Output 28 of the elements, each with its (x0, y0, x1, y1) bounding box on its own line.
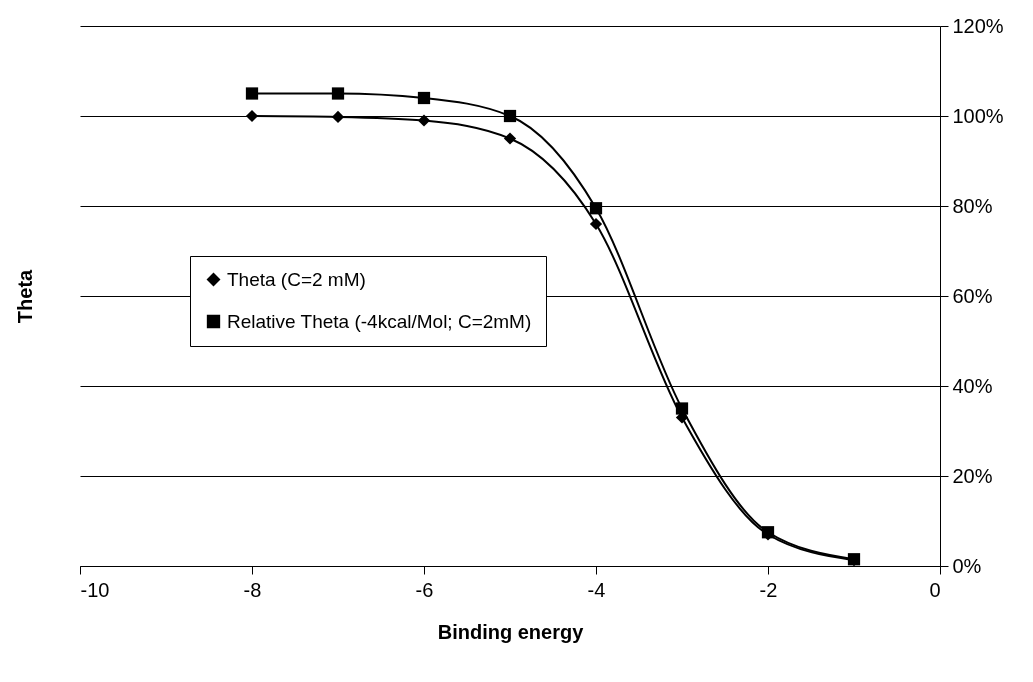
x-axis-title: Binding energy (437, 620, 585, 643)
x-tick-label: -8 (243, 578, 262, 601)
x-tick-label: 0 (929, 578, 941, 601)
x-tick-label: -6 (415, 578, 434, 601)
point (589, 217, 603, 231)
point (589, 202, 603, 215)
point (245, 87, 259, 100)
x-tick-label: -4 (587, 578, 606, 601)
y-tick-label: 100% (952, 104, 1004, 127)
y-tick-label: 20% (952, 464, 993, 487)
x-tick-label: -2 (759, 578, 778, 601)
y-tick-label: 60% (952, 284, 993, 307)
point (503, 109, 517, 123)
y-axis-title: Theta (13, 268, 36, 324)
y-tick-label: 80% (952, 194, 993, 217)
point (331, 87, 345, 100)
y-tick-label: 120% (952, 14, 1004, 37)
point (417, 114, 431, 127)
legend-label: Relative Theta (-4kcal/Mol; C=2mM) (227, 310, 532, 332)
y-tick-label: 0% (952, 554, 982, 577)
point (331, 110, 345, 124)
point (675, 402, 689, 415)
legend-label: Theta (C=2 mM) (227, 268, 366, 290)
point (245, 109, 259, 123)
y-tick-label: 40% (952, 374, 993, 397)
x-tick-label: -10 (80, 578, 110, 601)
point (503, 132, 517, 145)
point (417, 91, 431, 105)
